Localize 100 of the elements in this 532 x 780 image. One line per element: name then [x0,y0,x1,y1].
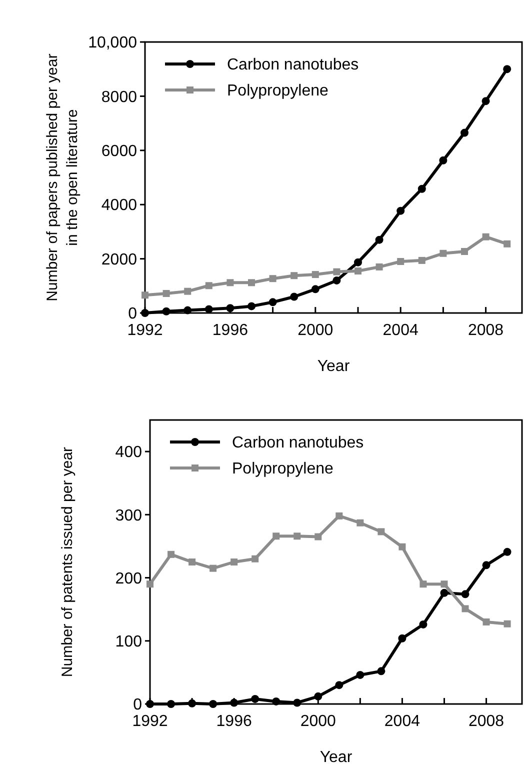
point [230,558,238,566]
point [460,248,468,255]
point [311,285,320,294]
x-tick-label: 1992 [127,322,163,339]
y-tick-label: 6000 [101,143,138,160]
y-axis-title: Number of patents issued per year [59,446,76,678]
point [503,65,512,74]
point [312,271,319,278]
point [440,250,447,257]
y-tick-label: 0 [128,306,138,323]
y-tick-label: 200 [115,570,142,588]
x-tick-label: 1992 [132,713,168,730]
point [272,697,280,706]
x-tick-label: 2000 [298,322,334,339]
point [188,558,196,566]
point [376,263,383,270]
point [248,279,255,286]
point [252,555,259,562]
point [482,618,490,626]
point [503,548,512,556]
x-tick-label: 2008 [468,713,504,730]
point [440,588,448,597]
point [247,302,256,310]
point [146,580,154,588]
point [204,305,213,314]
legend-label: Polypropylene [232,460,334,478]
point [335,681,344,690]
point [397,258,404,266]
point [293,698,302,707]
x-tick-label: 2008 [468,322,504,339]
point [251,694,260,703]
point [226,279,234,286]
y-tick-label: 8000 [101,88,138,106]
point [439,156,448,164]
x-tick-label: 2004 [382,322,418,339]
point [375,236,384,244]
point [290,292,298,301]
point [268,298,277,306]
legend-label: Carbon nanotubes [227,56,359,74]
y-tick-label: 100 [115,633,142,650]
point [460,128,468,137]
point [398,634,406,642]
point [420,580,427,588]
point [482,233,490,240]
point [336,512,343,520]
point [269,275,276,282]
x-axis-title: Year [320,749,353,766]
point [314,692,322,700]
legend-label: Polypropylene [227,82,328,100]
point [188,699,196,708]
y-tick-label: 10,000 [88,34,138,52]
point [162,290,170,297]
y-tick-label: 4000 [101,197,138,214]
point [205,282,212,290]
point [333,268,340,276]
point [378,528,385,536]
point [504,240,511,248]
point [314,533,322,540]
point [184,288,192,295]
y-tick-label: 2000 [101,251,138,268]
x-tick-label: 1996 [212,322,248,339]
point [209,700,218,708]
legend-label: Carbon nanotubes [232,434,364,452]
point [162,307,170,316]
y-tick-label: 300 [115,507,142,524]
point [356,670,364,679]
x-tick-label: 2004 [384,713,420,730]
x-tick-label: 1996 [216,713,252,730]
point [482,97,490,106]
point [184,306,192,314]
point [396,206,405,215]
point [419,620,428,628]
point [482,561,490,570]
x-tick-label: 2000 [300,713,336,730]
y-axis-title: Number of papers published per year in the open literature [44,54,81,302]
point [272,532,280,540]
point [418,184,426,193]
x-axis-title: Year [317,358,350,375]
point [168,550,175,558]
point [167,700,176,708]
point [462,605,469,612]
point [504,620,511,628]
point [226,304,234,312]
point [210,564,217,572]
y-tick-label: 400 [115,444,142,462]
point [142,292,148,299]
point [418,256,426,264]
point [356,519,364,526]
point [294,532,301,540]
y-tick-label: 0 [133,696,142,714]
point [377,667,386,676]
point [146,700,154,708]
point [398,543,406,550]
point [440,580,448,588]
point [354,267,362,274]
point [332,276,341,284]
point [461,590,470,598]
point [141,309,149,317]
point [290,272,298,280]
point [354,258,362,266]
